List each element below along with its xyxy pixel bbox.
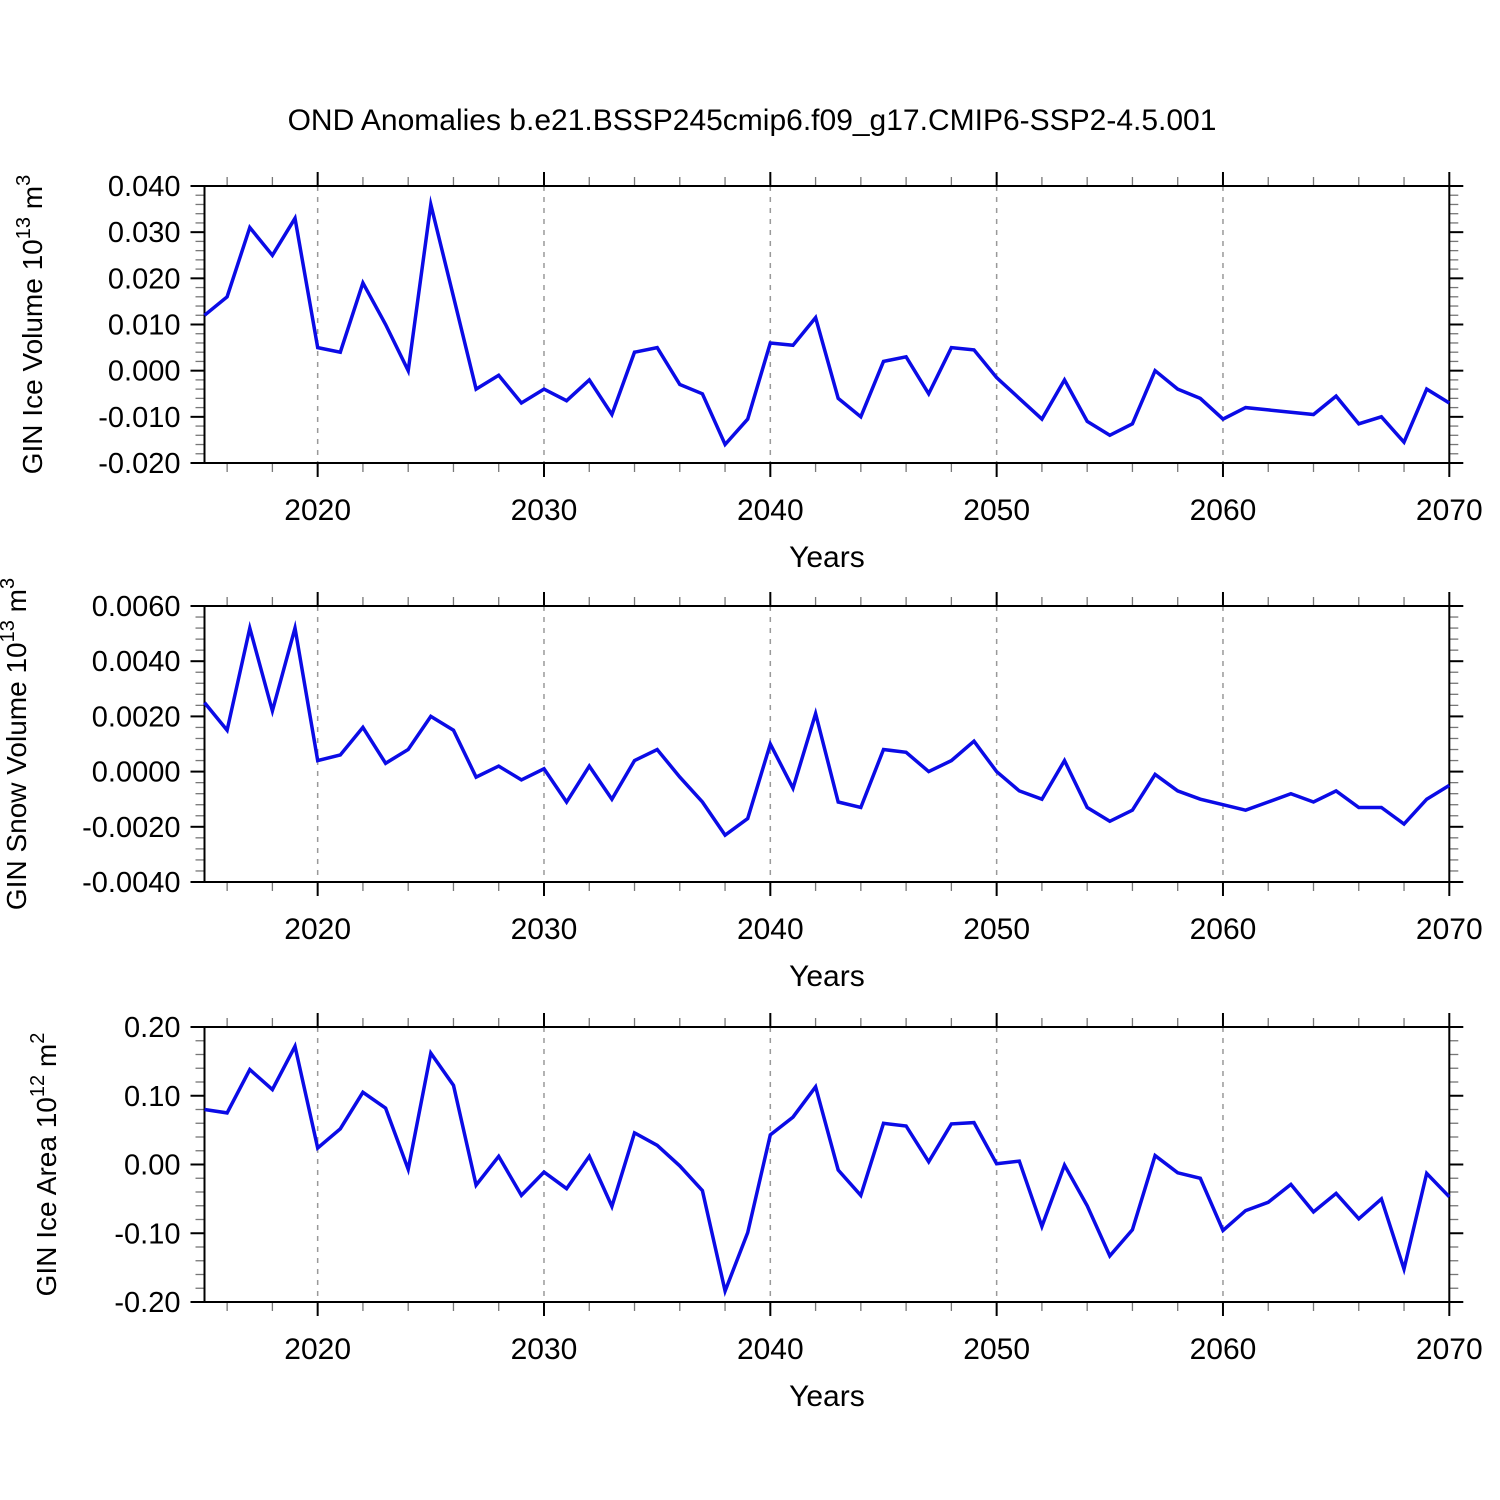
x-tick-label: 2050 [963,494,1030,527]
y-tick-label: -0.0020 [82,812,180,844]
x-tick-label: 2050 [963,1333,1030,1366]
x-minor-ticks [226,597,1405,891]
x-tick-label: 2040 [737,494,804,527]
y-tick-label: 0.0040 [92,646,181,678]
figure-title: OND Anomalies b.e21.BSSP245cmip6.f09_g17… [288,104,1217,137]
series-line-gin-snow-volume [203,620,1451,838]
y-tick-label: 0.10 [124,1081,180,1113]
y-tick-label: -0.010 [98,402,180,434]
series-line-gin-ice-area [204,1041,1451,1297]
y-tick-label: -0.0040 [82,867,180,899]
y-axis-title: GIN Snow Volume 1013 m3 [0,578,32,910]
y-major-ticks [190,185,1464,464]
x-tick-label: 2050 [963,913,1030,946]
x-minor-ticks [226,177,1405,472]
y-tick-label: 0.040 [108,171,181,203]
y-tick-label: 0.000 [108,356,181,388]
x-minor-ticks [226,1018,1405,1311]
y-minor-ticks [195,1040,1459,1289]
axis-frame [203,605,1451,883]
decade-gridlines [316,1027,1224,1302]
panel-gin-ice-volume: 2020 2030 2040 2050 2060 2070 0.040 0.030 0.020 0… [13,171,1483,574]
x-tick-label: 2070 [1416,1333,1483,1366]
x-tick-label: 2070 [1416,913,1483,946]
x-tick-label: 2060 [1190,1333,1257,1366]
y-major-ticks [190,1026,1464,1303]
y-tick-label: -0.10 [114,1218,180,1250]
panels: 2020 2030 2040 2050 2060 2070 0.040 0.030 0.020 0… [0,171,1483,1413]
y-tick-label: 0.20 [124,1012,180,1044]
decade-gridlines [316,186,1224,463]
x-tick-label: 2040 [737,1333,804,1366]
x-major-ticks [316,592,1451,896]
x-axis-label: Years [789,541,865,574]
y-minor-ticks [195,616,1459,872]
x-axis-label: Years [789,1380,865,1413]
panel-gin-ice-area: 2020 2030 2040 2050 2060 2070 0.20 0.10 0.00 -0.1… [27,1012,1483,1413]
y-tick-label: -0.020 [98,448,180,480]
x-tick-label: 2070 [1416,494,1483,527]
y-tick-label: 0.0000 [92,757,181,789]
y-axis-title: GIN Ice Area 1012 m2 [27,1033,62,1297]
y-tick-label: 0.010 [108,310,181,342]
x-tick-label: 2020 [284,494,351,527]
x-axis-label: Years [789,960,865,993]
y-minor-ticks [195,194,1459,455]
x-major-ticks [316,172,1451,477]
series-line-gin-ice-volume [203,195,1451,448]
axis-frame [203,1026,1451,1303]
y-tick-label: 0.0020 [92,701,181,733]
axis-frame [203,185,1451,464]
x-major-ticks [316,1013,1451,1316]
x-tick-label: 2040 [737,913,804,946]
y-tick-label: 0.020 [108,263,181,295]
y-axis-title: GIN Ice Volume 1013 m3 [13,175,48,475]
y-tick-label: 0.0060 [92,591,181,623]
x-tick-label: 2060 [1190,913,1257,946]
y-tick-label: -0.20 [114,1287,180,1319]
panel-gin-snow-volume: 2020 2030 2040 2050 2060 2070 0.0060 0.0040 0.00… [0,578,1483,993]
x-tick-label: 2020 [284,913,351,946]
x-tick-label: 2060 [1190,494,1257,527]
x-tick-label: 2030 [511,1333,578,1366]
y-tick-label: 0.00 [124,1150,180,1182]
x-tick-label: 2030 [511,913,578,946]
x-tick-label: 2020 [284,1333,351,1366]
y-major-ticks [190,605,1464,883]
x-tick-label: 2030 [511,494,578,527]
decade-gridlines [316,606,1224,882]
y-tick-label: 0.030 [108,217,181,249]
